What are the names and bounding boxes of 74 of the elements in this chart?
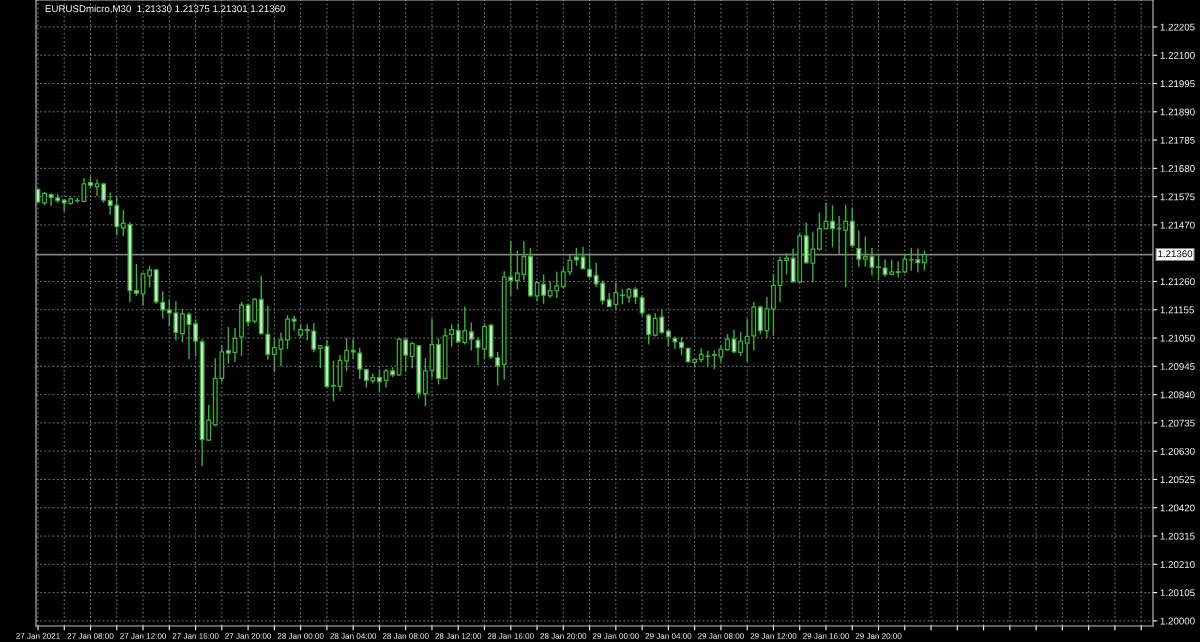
y-tick-label: 1.20735: [1160, 419, 1195, 427]
x-tick-label: 29 Jan 12:00: [750, 633, 797, 639]
y-tick-label: 1.20210: [1160, 561, 1195, 568]
y-tick-label: 1.21785: [1160, 136, 1195, 144]
candlestick: [350, 338, 356, 360]
candlestick: [738, 331, 744, 357]
chart-title: EURUSDmicro,M30 1.21330 1.21375 1.21301 1.21360: [45, 5, 286, 14]
y-tick-label: 1.21995: [1160, 80, 1195, 88]
candlestick: [856, 229, 862, 268]
x-tick-label: 27 Jan 08:00: [67, 633, 114, 639]
y-tick-label: 1.20630: [1160, 447, 1195, 455]
y-tick-label: 1.21890: [1160, 108, 1195, 116]
x-tick-label: 28 Jan 16:00: [487, 633, 534, 639]
x-tick-label: 28 Jan 00:00: [277, 633, 324, 639]
candlestick: [672, 335, 678, 350]
candlestick: [225, 326, 231, 365]
x-tick-label: 27 Jan 20:00: [225, 633, 272, 639]
candlestick: [830, 204, 835, 248]
x-tick-label: 29 Jan 00:00: [592, 633, 639, 639]
candlestick: [574, 247, 579, 267]
y-tick-label: 1.21050: [1160, 334, 1195, 342]
candlestick: [193, 318, 199, 358]
y-tick-label: 1.20420: [1160, 504, 1195, 512]
candlestick: [377, 368, 382, 393]
candlestick: [876, 253, 881, 282]
x-tick-label: 28 Jan 20:00: [540, 633, 587, 639]
candlestick: [482, 322, 487, 360]
candlestick: [849, 207, 855, 249]
y-tick-label: 1.21260: [1160, 278, 1195, 286]
candlestick: [134, 263, 139, 297]
y-tick-label: 1.20000: [1160, 617, 1195, 625]
x-tick-label: 29 Jan 04:00: [645, 633, 692, 639]
x-tick-label: 28 Jan 04:00: [330, 633, 377, 639]
candlestick: [587, 251, 593, 279]
candlestick: [422, 357, 428, 407]
candlestick: [816, 212, 822, 252]
x-tick-label: 27 Jan 2021: [16, 633, 60, 639]
y-tick-label: 1.21470: [1160, 221, 1195, 229]
x-tick-label: 27 Jan 12:00: [120, 633, 167, 639]
y-tick-label: 1.20945: [1160, 363, 1195, 370]
ref-line-label: 1.21360: [1158, 250, 1193, 258]
candlestick: [180, 308, 185, 344]
y-tick-label: 1.22100: [1160, 51, 1195, 59]
x-tick-label: 28 Jan 12:00: [435, 633, 482, 639]
candlestick: [771, 273, 776, 337]
x-tick-label: 28 Jan 08:00: [382, 633, 429, 639]
candlestick: [344, 337, 350, 372]
candlestick: [331, 360, 336, 402]
candlestick: [147, 265, 153, 288]
x-tick-label: 27 Jan 16:00: [172, 633, 219, 639]
candlestick: [922, 249, 927, 272]
candlestick: [679, 336, 684, 356]
y-tick-label: 1.20105: [1160, 589, 1195, 597]
x-tick-label: 29 Jan 08:00: [698, 633, 744, 639]
y-tick-label: 1.21155: [1160, 306, 1194, 314]
candlestick: [449, 323, 455, 348]
y-tick-label: 1.20315: [1160, 532, 1195, 540]
candlestick: [541, 273, 547, 305]
candlestick: [784, 252, 790, 276]
x-tick-label: 29 Jan 16:00: [803, 633, 849, 639]
y-tick-label: 1.21680: [1160, 165, 1195, 172]
candlestick: [265, 305, 271, 361]
candlestick: [285, 314, 290, 350]
candlestick: [357, 347, 363, 380]
candlestick: [468, 321, 474, 352]
candlestick: [646, 313, 652, 346]
y-tick-label: 1.20525: [1160, 476, 1195, 484]
candlestick: [291, 314, 297, 332]
y-tick-label: 1.22205: [1160, 23, 1195, 31]
candlestick: [475, 336, 481, 366]
y-tick-label: 1.21575: [1160, 193, 1195, 201]
y-tick-label: 1.20840: [1160, 391, 1195, 399]
x-tick-label: 29 Jan 20:00: [855, 633, 902, 639]
candlestick: [639, 294, 645, 317]
